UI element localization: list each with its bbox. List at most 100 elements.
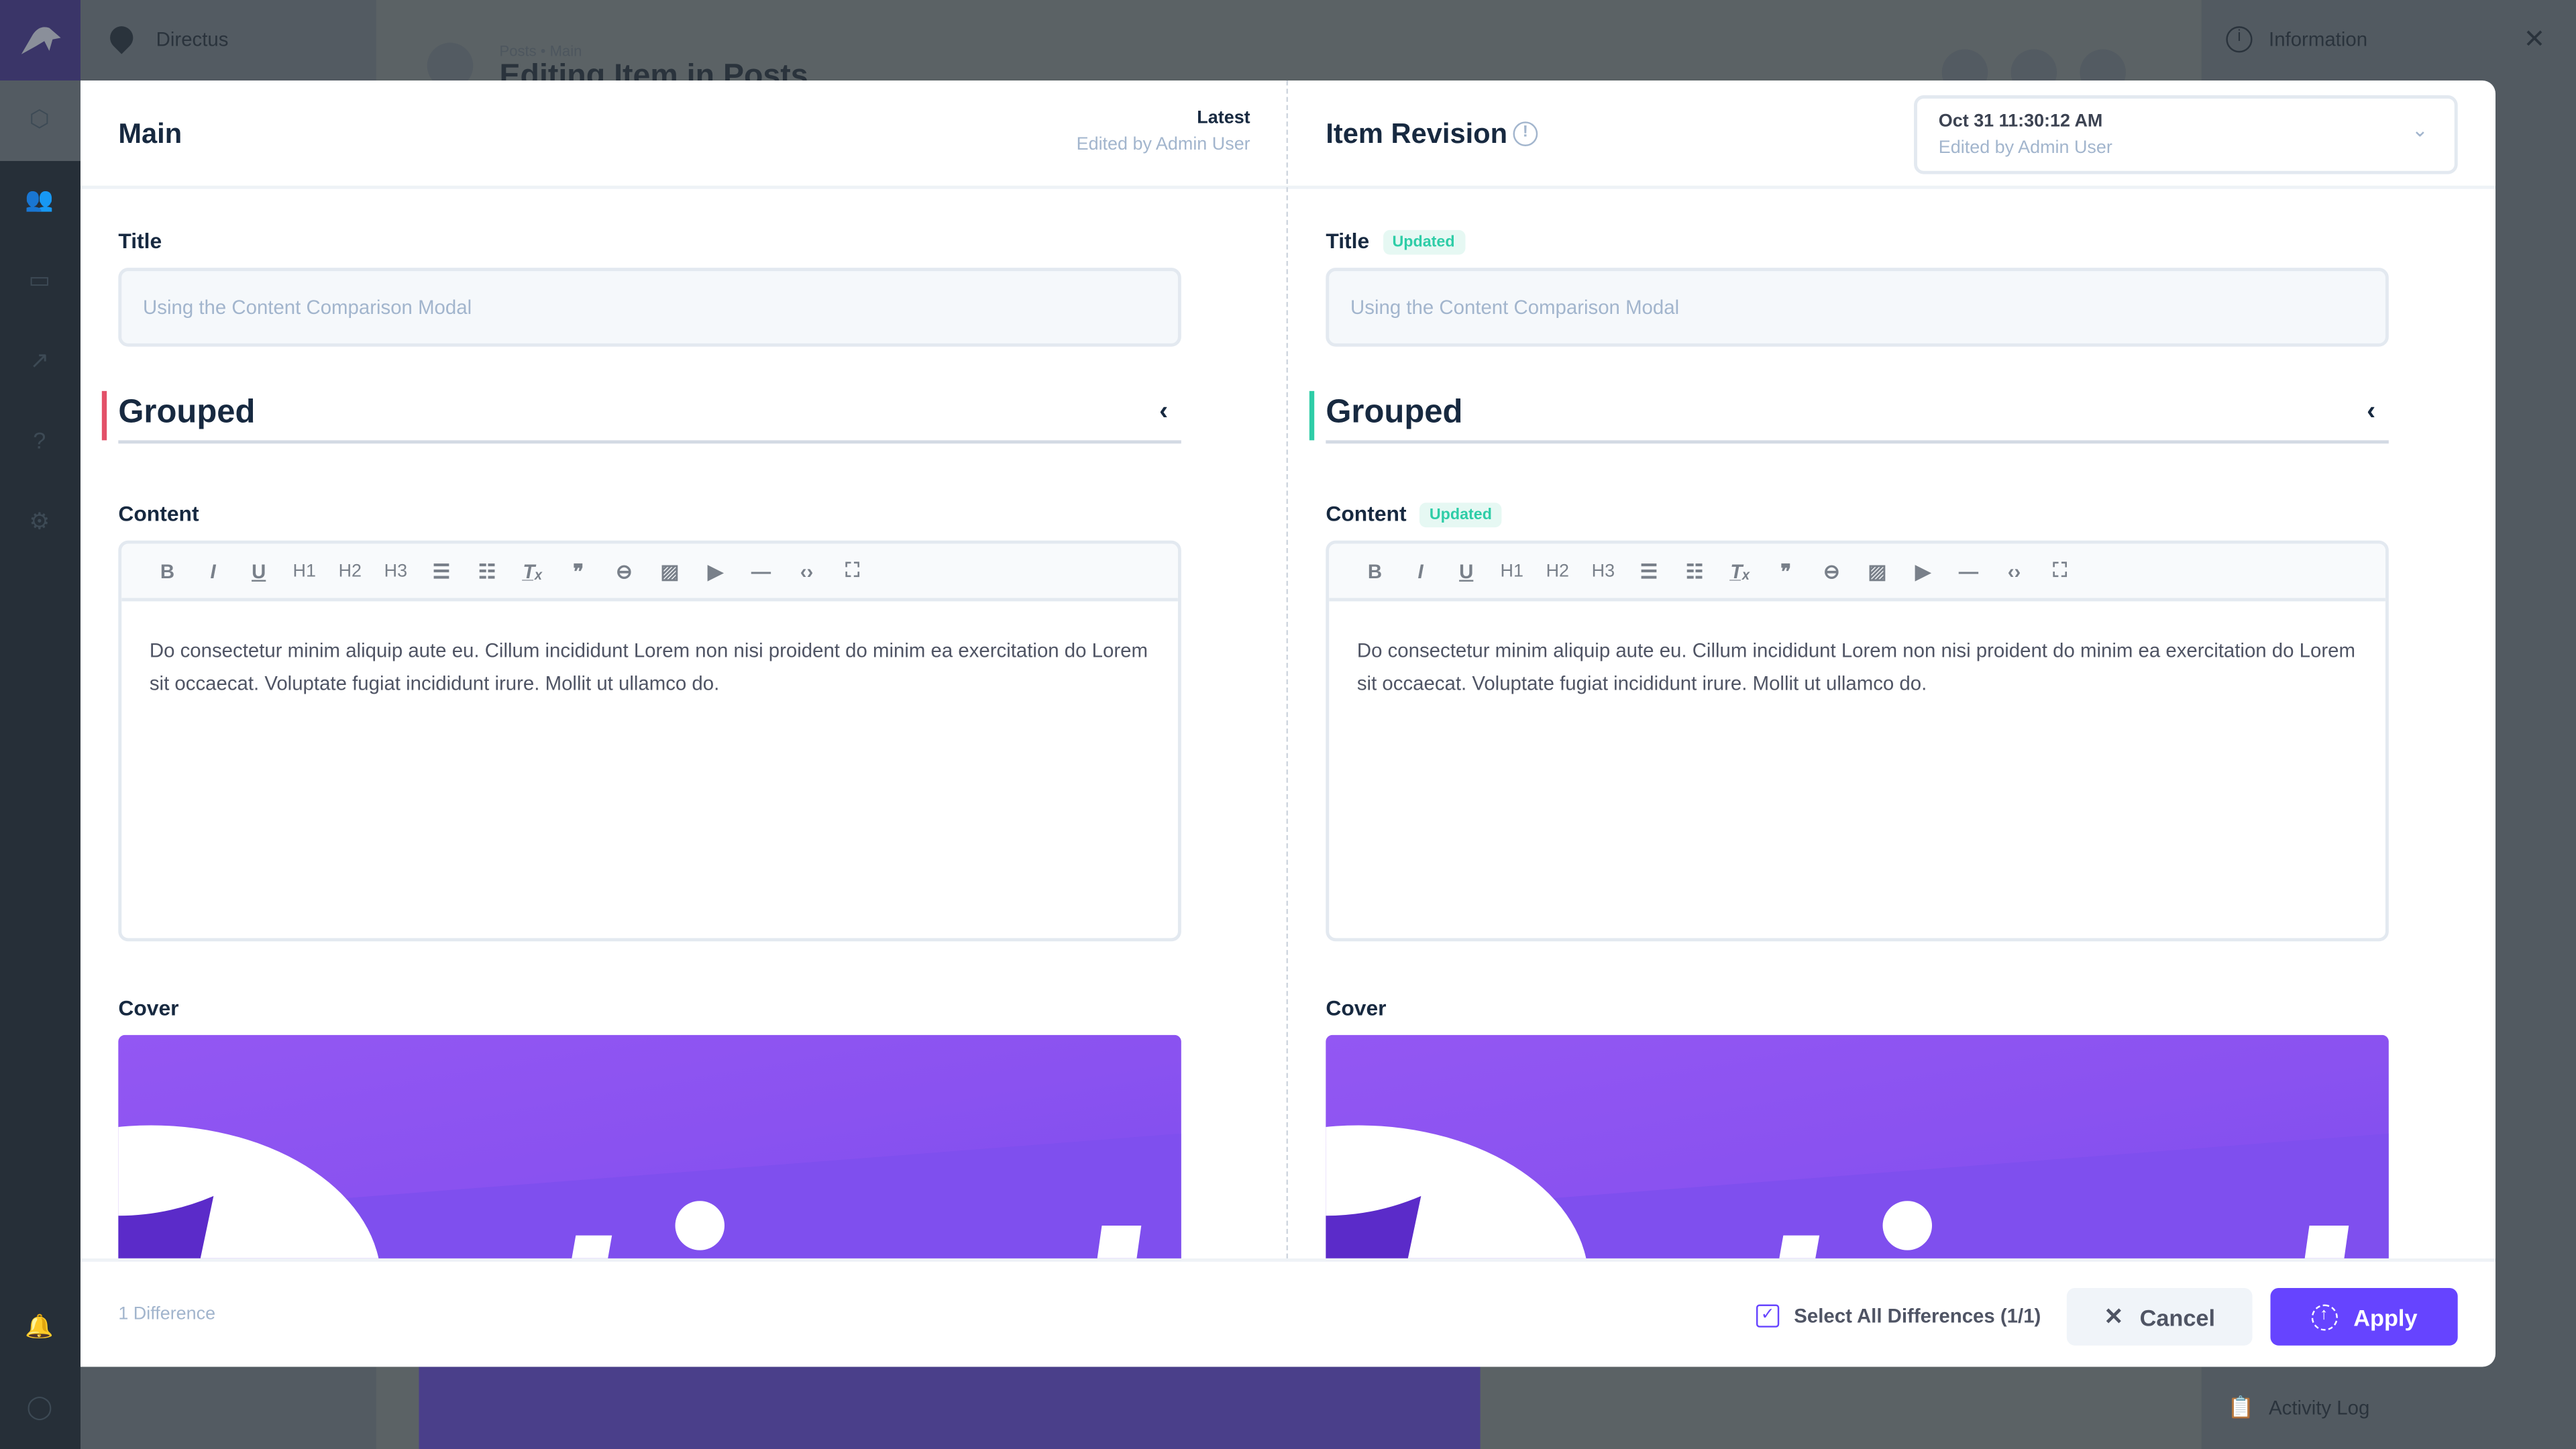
italic-button[interactable]: I xyxy=(1417,559,1424,583)
close-icon: ✕ xyxy=(2104,1303,2124,1330)
info-title: Information xyxy=(2269,28,2368,51)
quote-icon[interactable]: ❞ xyxy=(573,559,584,583)
difference-count: 1 Difference xyxy=(118,1304,216,1324)
column-divider xyxy=(1286,80,1289,1258)
revision-date: Oct 31 11:30:12 AM xyxy=(1938,111,2103,131)
italic-button[interactable]: I xyxy=(210,559,216,583)
media-icon[interactable]: ▶ xyxy=(708,559,723,583)
select-all-checkbox[interactable]: ✓ xyxy=(1756,1304,1780,1328)
removed-indicator xyxy=(101,390,107,441)
insights-icon[interactable]: ↗ xyxy=(30,346,50,373)
module-content[interactable] xyxy=(0,80,81,162)
editor-toolbar: B I U H1 H2 H3 ☰ ☷ T̲ₓ ❞ ⊖ ▨ ▶ — ‹› ⛶ xyxy=(121,543,1178,602)
grouped-section[interactable]: Grouped ‹ xyxy=(1309,390,2389,444)
title-input[interactable]: Using the Content Comparison Modal xyxy=(1326,268,2389,347)
clear-format-icon[interactable]: T̲ₓ xyxy=(523,559,543,583)
underline-button[interactable]: U xyxy=(252,559,266,583)
folder-icon[interactable]: ▭ xyxy=(28,266,50,292)
users-icon[interactable]: 👥 xyxy=(25,185,54,212)
grouped-section[interactable]: Grouped ‹ xyxy=(101,390,1181,444)
h1-button[interactable]: H1 xyxy=(1500,561,1523,581)
revision-edited-by: Edited by Admin User xyxy=(1938,138,2112,158)
left-edited-by: Edited by Admin User xyxy=(1076,134,1250,155)
apply-button[interactable]: ↑ Apply xyxy=(2270,1288,2458,1346)
ordered-list-icon[interactable]: ☰ xyxy=(1640,559,1658,583)
image-icon[interactable]: ▨ xyxy=(1868,559,1887,583)
quote-icon[interactable]: ❞ xyxy=(1780,559,1792,583)
link-icon[interactable]: ⊖ xyxy=(615,559,633,583)
clear-format-icon[interactable]: T̲ₓ xyxy=(1730,559,1750,583)
hr-icon[interactable]: — xyxy=(1958,559,1979,583)
activity-log-link[interactable]: Activity Log xyxy=(2269,1396,2370,1419)
group-title: Grouped xyxy=(1326,394,1463,431)
editor-content[interactable]: Do consectetur minim aliquip aute eu. Ci… xyxy=(149,639,1148,695)
version-label: Latest xyxy=(1197,108,1250,129)
ordered-list-icon[interactable]: ☰ xyxy=(432,559,451,583)
updated-badge: Updated xyxy=(1382,230,1465,255)
link-icon[interactable]: ⊖ xyxy=(1823,559,1840,583)
updated-badge: Updated xyxy=(1419,502,1502,528)
help-icon[interactable]: ? xyxy=(33,427,46,453)
underline-button[interactable]: U xyxy=(1459,559,1474,583)
cover-label: Cover xyxy=(1326,996,1387,1020)
breadcrumb[interactable]: Posts • Main xyxy=(499,42,582,60)
editor-toolbar: B I U H1 H2 H3 ☰ ☷ T̲ₓ ❞ ⊖ ▨ ▶ — ‹› ⛶ xyxy=(1329,543,2385,602)
modal-header: Main Latest Edited by Admin User Item Re… xyxy=(80,80,2496,189)
alert-circle-icon[interactable]: ! xyxy=(1513,121,1538,146)
cover-image[interactable] xyxy=(118,1034,1181,1258)
media-icon[interactable]: ▶ xyxy=(1915,559,1931,583)
cover-label: Cover xyxy=(118,996,179,1020)
h2-button[interactable]: H2 xyxy=(338,561,362,581)
select-all-label[interactable]: Select All Differences (1/1) xyxy=(1794,1304,2041,1328)
settings-icon[interactable]: ⚙ xyxy=(29,507,50,534)
project-icon xyxy=(105,21,138,54)
clipboard-clock-icon: 📋 xyxy=(2227,1395,2255,1419)
revision-title: Item Revision xyxy=(1326,118,1508,150)
fullscreen-icon[interactable]: ⛶ xyxy=(2053,558,2067,582)
title-label: Title xyxy=(118,228,162,254)
revision-select[interactable]: Oct 31 11:30:12 AM Edited by Admin User … xyxy=(1914,95,2458,174)
code-icon[interactable]: ‹› xyxy=(2007,559,2021,583)
cancel-button[interactable]: ✕ Cancel xyxy=(2066,1288,2253,1346)
title-input[interactable]: Using the Content Comparison Modal xyxy=(118,268,1181,347)
chevron-down-icon: ⌄ xyxy=(2411,118,2428,142)
bold-button[interactable]: B xyxy=(160,559,175,583)
h2-button[interactable]: H2 xyxy=(1546,561,1570,581)
group-title: Grouped xyxy=(118,394,256,431)
cube-icon[interactable]: ⬡ xyxy=(29,105,50,131)
h3-button[interactable]: H3 xyxy=(384,561,408,581)
bell-icon[interactable]: 🔔 xyxy=(25,1312,54,1339)
upload-circle-icon: ↑ xyxy=(2310,1303,2337,1330)
editor-content[interactable]: Do consectetur minim aliquip aute eu. Ci… xyxy=(1356,639,2355,695)
chevron-left-icon[interactable]: ‹ xyxy=(2367,397,2376,426)
cover-image-background xyxy=(419,1366,1481,1449)
modal-footer: 1 Difference ✓ Select All Differences (1… xyxy=(80,1258,2496,1367)
content-label: Content Updated xyxy=(1326,501,1502,528)
user-avatar-icon[interactable]: ◯ xyxy=(26,1393,52,1419)
chevron-left-icon[interactable]: ‹ xyxy=(1159,397,1169,426)
bullet-list-icon[interactable]: ☷ xyxy=(478,559,496,583)
title-label: Title Updated xyxy=(1326,228,1465,255)
content-editor[interactable]: B I U H1 H2 H3 ☰ ☷ T̲ₓ ❞ ⊖ ▨ ▶ — ‹› ⛶ xyxy=(118,540,1181,942)
fullscreen-icon[interactable]: ⛶ xyxy=(845,558,859,582)
content-label: Content xyxy=(118,500,199,526)
directus-logo[interactable] xyxy=(0,0,81,81)
cancel-label: Cancel xyxy=(2139,1303,2216,1330)
h3-button[interactable]: H3 xyxy=(1591,561,1615,581)
content-editor[interactable]: B I U H1 H2 H3 ☰ ☷ T̲ₓ ❞ ⊖ ▨ ▶ — ‹› ⛶ xyxy=(1326,540,2389,942)
apply-label: Apply xyxy=(2353,1303,2418,1330)
code-icon[interactable]: ‹› xyxy=(800,559,814,583)
bullet-list-icon[interactable]: ☷ xyxy=(1685,559,1704,583)
image-icon[interactable]: ▨ xyxy=(660,559,680,583)
updated-indicator xyxy=(1309,390,1315,441)
cover-illustration xyxy=(118,1125,1181,1258)
comparison-modal: Main Latest Edited by Admin User Item Re… xyxy=(80,80,2496,1367)
h1-button[interactable]: H1 xyxy=(292,561,316,581)
hr-icon[interactable]: — xyxy=(751,559,771,583)
module-bar: ⬡ 👥 ▭ ↗ ? ⚙ 🔔 ◯ xyxy=(0,0,81,1449)
bold-button[interactable]: B xyxy=(1367,559,1383,583)
close-icon[interactable]: ✕ xyxy=(2523,26,2546,54)
cover-illustration xyxy=(1326,1125,2389,1258)
cover-image[interactable] xyxy=(1326,1034,2389,1258)
